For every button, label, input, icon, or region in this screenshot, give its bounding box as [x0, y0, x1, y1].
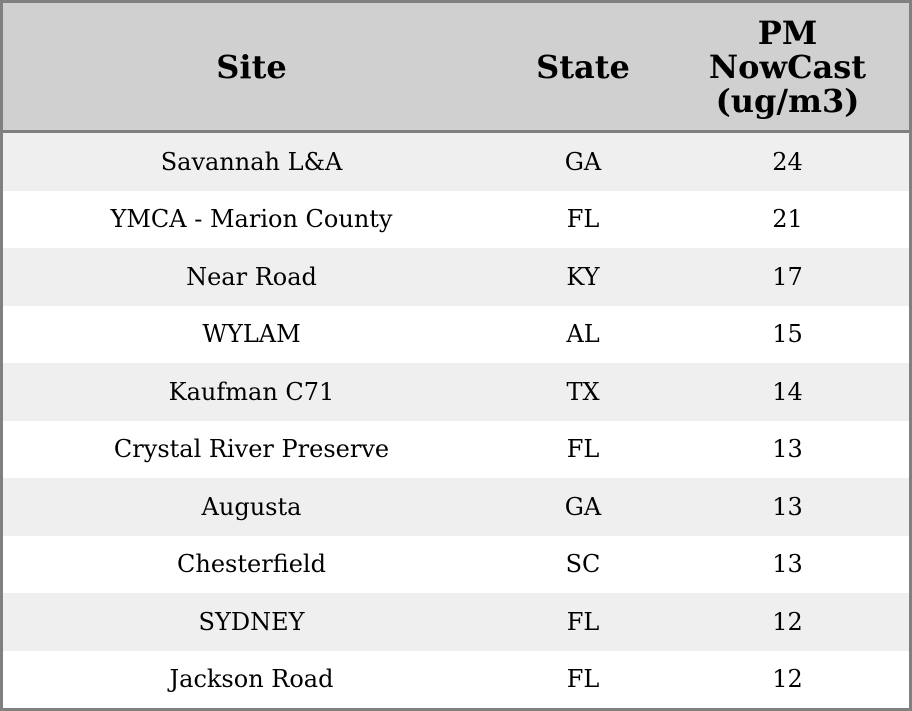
table-row: Savannah L&A GA 24	[3, 131, 909, 191]
header-text: Site	[216, 47, 287, 86]
table-cell: 17	[666, 248, 909, 306]
table-cell: Near Road	[3, 248, 500, 306]
table-cell: 12	[666, 593, 909, 651]
table-body: Savannah L&A GA 24 YMCA - Marion County FL 21…	[3, 131, 909, 708]
table-row: SYDNEY FL 12	[3, 593, 909, 651]
header-cell: State	[500, 3, 666, 133]
header-text: PM NowCast (ug/m3)	[708, 13, 867, 120]
table-row: Crystal River Preserve FL 13	[3, 420, 909, 478]
table-cell: WYLAM	[3, 305, 500, 363]
table-cell: 12	[666, 650, 909, 708]
table-cell: 24	[666, 131, 909, 191]
table-cell: FL	[500, 190, 666, 248]
table-row: Jackson Road FL 12	[3, 650, 909, 708]
table-cell: Jackson Road	[3, 650, 500, 708]
table-cell: Savannah L&A	[3, 131, 500, 191]
table-row: YMCA - Marion County FL 21	[3, 190, 909, 248]
table-cell: KY	[500, 248, 666, 306]
table-cell: Kaufman C71	[3, 363, 500, 421]
table-cell: 13	[666, 478, 909, 536]
table-cell: FL	[500, 420, 666, 478]
table-cell: Crystal River Preserve	[3, 420, 500, 478]
table-cell: 14	[666, 363, 909, 421]
table-cell: 13	[666, 535, 909, 593]
table-row: Augusta GA 13	[3, 478, 909, 536]
table-cell: FL	[500, 593, 666, 651]
header-row: Site State PM NowCast (ug/m3)	[3, 3, 909, 133]
table-cell: 15	[666, 305, 909, 363]
table-row: Near Road KY 17	[3, 248, 909, 306]
table-cell: Chesterfield	[3, 535, 500, 593]
table-cell: AL	[500, 305, 666, 363]
table-cell: Augusta	[3, 478, 500, 536]
table-cell: SC	[500, 535, 666, 593]
table-cell: SYDNEY	[3, 593, 500, 651]
table-cell: TX	[500, 363, 666, 421]
header-cell: PM NowCast (ug/m3)	[666, 3, 909, 133]
table-cell: FL	[500, 650, 666, 708]
header-text: State	[536, 47, 630, 86]
table-cell: GA	[500, 478, 666, 536]
table-cell: GA	[500, 131, 666, 191]
table-row: WYLAM AL 15	[3, 305, 909, 363]
table-cell: 21	[666, 190, 909, 248]
table-row: Kaufman C71 TX 14	[3, 363, 909, 421]
header-cell: Site	[3, 3, 500, 133]
table-cell: YMCA - Marion County	[3, 190, 500, 248]
table-row: Chesterfield SC 13	[3, 535, 909, 593]
data-table: Site State PM NowCast (ug/m3) Savannah L&A…	[3, 3, 909, 708]
table-cell: 13	[666, 420, 909, 478]
